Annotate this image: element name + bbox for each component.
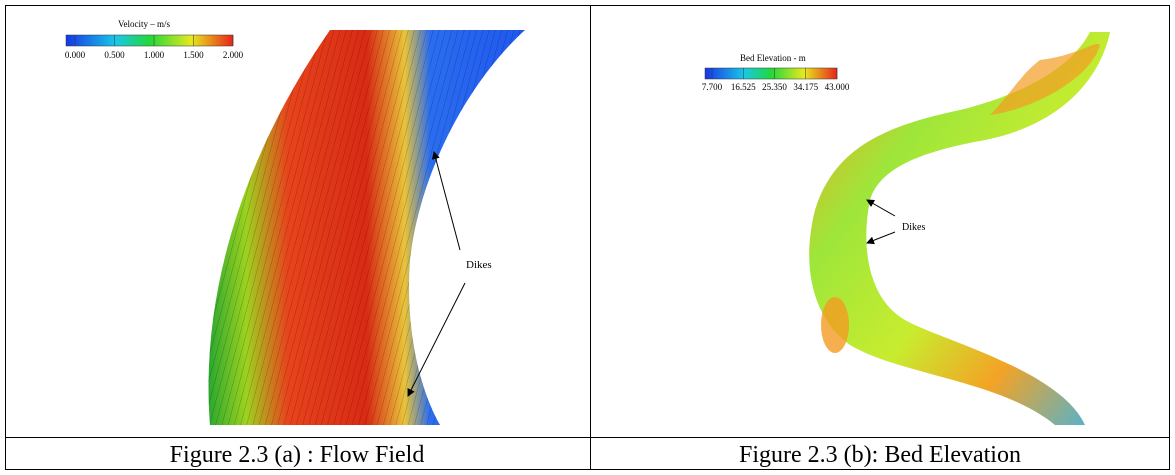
caption: Figure 2.3 (b): Bed Elevation [739,442,1021,468]
legend-tick-label: 1.000 [144,50,165,60]
arrow [408,283,465,396]
legend-title: Velocity – m/s [118,19,170,29]
legend-tick-label: 34.175 [793,82,818,92]
figure-table: Velocity – m/s 0.000 0.500 1.000 1.500 2.000… [0,0,1175,475]
legend-tick-label: 7.700 [702,82,723,92]
arrow [867,200,895,216]
legend-tick-label: 16.525 [731,82,756,92]
legend-tick-label: 0.000 [65,50,86,60]
legend-title: Bed Elevation - m [740,53,806,63]
legend-tick-label: 25.350 [762,82,787,92]
legend-tick-label: 1.500 [183,50,204,60]
arrow [434,152,460,250]
flow-field-image [66,30,525,425]
legend-tick-label: 2.000 [223,50,244,60]
legend-tick-label: 43.000 [825,82,850,92]
annotation: Dikes [902,222,925,233]
caption: Figure 2.3 (a) : Flow Field [170,442,425,468]
table-border [6,6,1170,470]
legend-tick-label: 0.500 [104,50,125,60]
page: Velocity – m/s 0.000 0.500 1.000 1.500 2.000… [0,0,1175,475]
annotation: Dikes [466,259,492,271]
arrow [867,232,895,243]
